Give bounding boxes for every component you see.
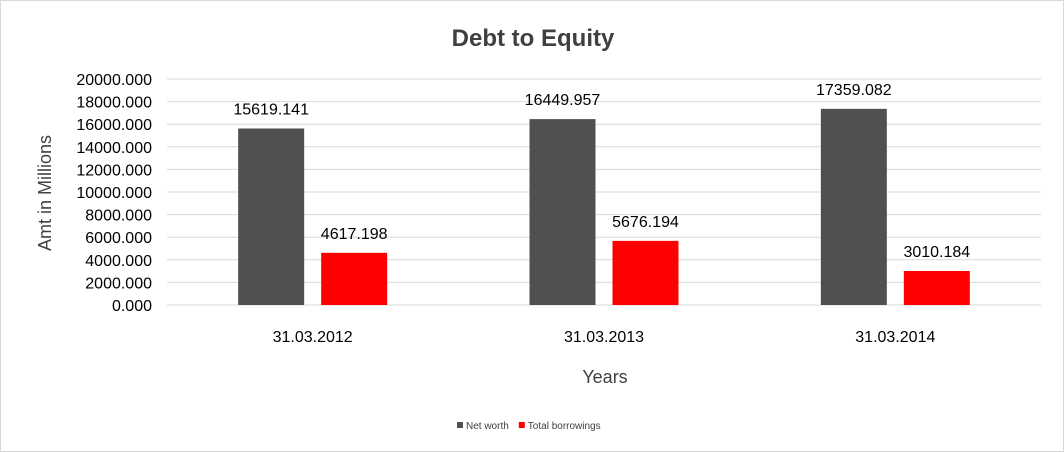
chart-title: Debt to Equity: [452, 25, 615, 52]
y-tick-label: 18000.000: [76, 95, 152, 112]
bar: [529, 119, 596, 306]
x-tick-label: 31.03.2014: [855, 329, 935, 346]
legend-swatch: [457, 422, 463, 428]
y-tick-label: 8000.000: [85, 208, 152, 225]
legend-label: Net worth: [466, 421, 509, 432]
y-tick-label: 4000.000: [85, 253, 152, 270]
y-tick-label: 12000.000: [76, 162, 152, 179]
x-tick-label: 31.03.2012: [273, 329, 353, 346]
data-label: 4617.198: [321, 226, 388, 243]
legend-label: Total borrowings: [528, 421, 601, 432]
gridlines: [167, 78, 1041, 306]
x-axis-ticks: 31.03.2012 31.03.2013 31.03.2014: [273, 329, 936, 346]
y-axis-ticks: 0.000 2000.000 4000.000 6000.000 8000.000 100…: [76, 72, 152, 315]
data-label: 16449.957: [525, 92, 601, 109]
y-tick-label: 16000.000: [76, 117, 152, 134]
y-tick-label: 14000.000: [76, 140, 152, 157]
legend: Net worth Total borrowings: [457, 421, 601, 432]
bar: [238, 128, 305, 305]
x-tick-label: 31.03.2013: [564, 329, 644, 346]
bars: [238, 108, 970, 306]
data-labels: 15619.141 4617.198 16449.957 5676.194 17359.…: [233, 82, 970, 261]
y-tick-label: 20000.000: [76, 72, 152, 89]
y-tick-label: 0.000: [112, 298, 152, 315]
data-label: 5676.194: [612, 214, 679, 231]
y-axis-title: Amt in Millions: [35, 135, 55, 251]
y-tick-label: 10000.000: [76, 185, 152, 202]
y-tick-label: 2000.000: [85, 275, 152, 292]
data-label: 17359.082: [816, 82, 892, 99]
legend-swatch: [518, 422, 525, 428]
data-label: 3010.184: [903, 244, 970, 261]
bar: [903, 270, 970, 305]
bar: [321, 252, 388, 305]
bar: [612, 240, 679, 305]
data-label: 15619.141: [233, 102, 309, 119]
y-tick-label: 6000.000: [85, 230, 152, 247]
bar: [820, 108, 887, 305]
x-axis-title: Years: [582, 367, 627, 387]
